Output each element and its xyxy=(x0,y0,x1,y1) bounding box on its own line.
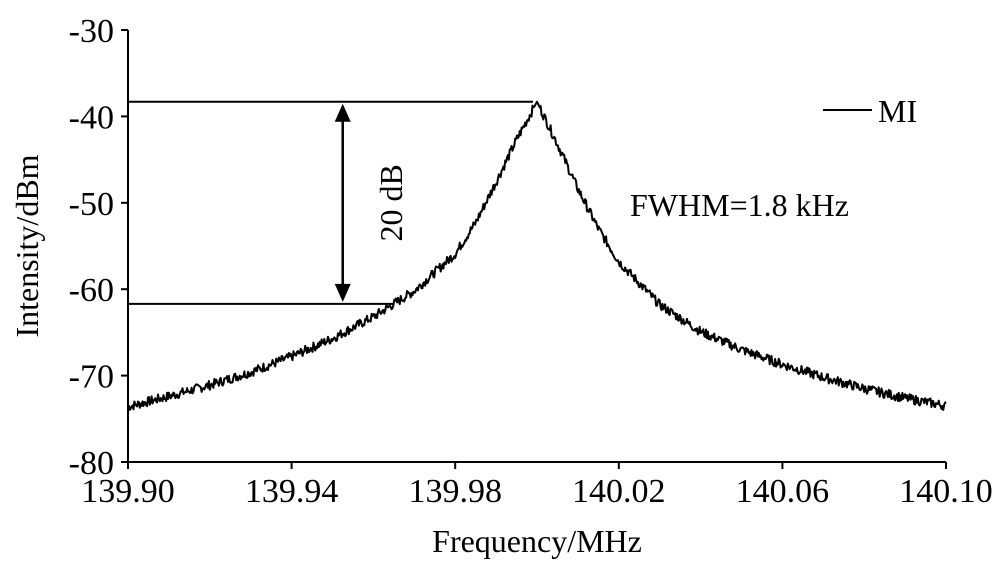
range-arrow-head-top xyxy=(334,103,351,122)
x-tick-label: 140.06 xyxy=(736,473,830,510)
x-tick-label: 140.02 xyxy=(572,473,666,510)
x-tick-label: 139.90 xyxy=(81,473,175,510)
annotations: 20 dB FWHM=1.8 kHz xyxy=(128,100,849,305)
x-tick-label: 139.94 xyxy=(245,473,339,510)
y-tick-label: -60 xyxy=(69,272,114,309)
x-tick-label: 140.10 xyxy=(899,473,993,510)
range-arrow-head-bottom xyxy=(334,283,351,302)
y-axis-label: Intensity/dBm xyxy=(9,154,45,337)
axes xyxy=(127,30,946,463)
legend-label-mi: MI xyxy=(878,93,917,129)
y-tick-label: -70 xyxy=(69,359,114,396)
legend: MI xyxy=(823,93,917,129)
y-tick-label: -80 xyxy=(69,445,114,482)
y-tick-label: -30 xyxy=(69,13,114,50)
x-axis-label: Frequency/MHz xyxy=(432,523,642,559)
series xyxy=(127,100,947,411)
y-tick-label: -40 xyxy=(69,99,114,136)
y-tick-label: -50 xyxy=(69,186,114,223)
fwhm-annotation: FWHM=1.8 kHz xyxy=(630,187,849,223)
range-label: 20 dB xyxy=(373,164,409,241)
ticks: 139.90 139.94 139.98 140.02 140.06 140.10 -30 -… xyxy=(69,13,993,510)
series-line-mi xyxy=(127,100,947,411)
x-tick-label: 139.98 xyxy=(408,473,502,510)
